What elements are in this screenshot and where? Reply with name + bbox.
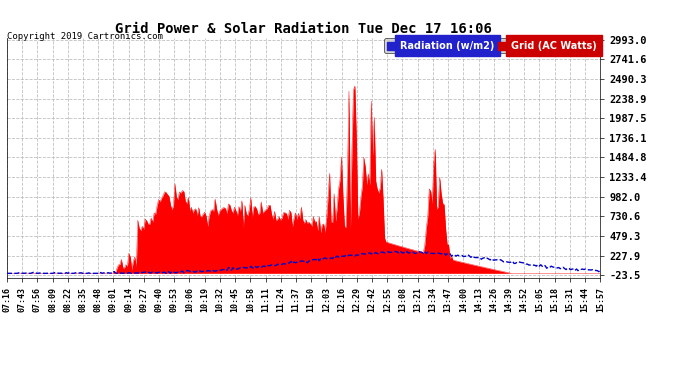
Title: Grid Power & Solar Radiation Tue Dec 17 16:06: Grid Power & Solar Radiation Tue Dec 17 … (115, 22, 492, 36)
Legend: Radiation (w/m2), Grid (AC Watts): Radiation (w/m2), Grid (AC Watts) (384, 39, 600, 53)
Text: Copyright 2019 Cartronics.com: Copyright 2019 Cartronics.com (7, 32, 163, 41)
